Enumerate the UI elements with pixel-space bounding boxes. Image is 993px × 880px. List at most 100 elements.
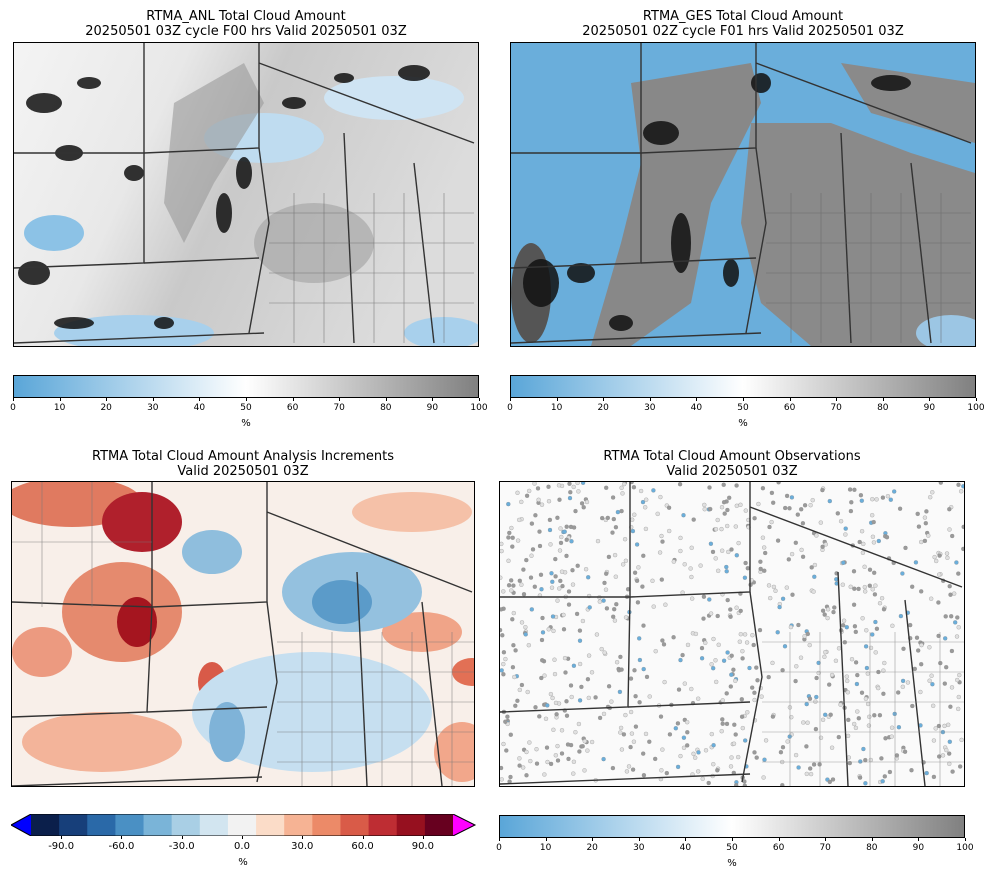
obs-station-dot — [740, 656, 745, 661]
obs-station-dot — [789, 495, 795, 500]
obs-station-dot — [655, 511, 660, 517]
obs-station-dot — [812, 562, 818, 568]
obs-station-dot — [956, 571, 961, 576]
inc-colorbar-unit: % — [238, 857, 248, 868]
obs-station-dot — [699, 656, 705, 661]
obs-station-dot — [609, 699, 614, 704]
obs-station-dot — [689, 545, 694, 550]
inc-colorbar-tick-mark — [61, 836, 63, 839]
obs-station-dot — [503, 719, 508, 724]
obs-station-dot — [768, 595, 773, 601]
obs-station-dot — [661, 642, 667, 647]
obs-station-dot — [853, 629, 858, 635]
obs-station-dot — [740, 725, 745, 731]
obs-station-dot — [931, 738, 937, 743]
obs-colorbar-tick-mark — [732, 838, 733, 841]
obs-station-dot — [644, 497, 649, 502]
obs-station-dot — [671, 559, 676, 564]
obs-station-dot — [577, 661, 583, 667]
obs-station-dot — [676, 687, 682, 692]
obs-station-dot — [784, 493, 790, 499]
obs-station-dot — [868, 757, 873, 763]
obs-station-dot — [726, 549, 731, 555]
anl-colorbar-tick-mark — [246, 398, 247, 401]
anl-colorbar-tick-mark — [292, 398, 294, 401]
obs-station-dot — [581, 505, 586, 510]
obs-station-dot — [884, 535, 890, 540]
obs-station-dot — [852, 586, 857, 591]
anl-colorbar-tick-label: 90 — [426, 403, 439, 413]
obs-station-dot — [796, 765, 801, 770]
obs-colorbar-tick-mark — [545, 838, 547, 841]
obs-station-dot — [604, 485, 609, 490]
ges-title-line1: RTMA_GES Total Cloud Amount — [642, 9, 844, 24]
obs-station-dot — [532, 584, 537, 589]
obs-station-dot — [926, 533, 931, 538]
obs-station-dot — [628, 709, 634, 715]
obs-station-dot — [709, 662, 714, 667]
anl-colorbar-tick-label: 10 — [53, 403, 66, 413]
obs-colorbar-tick-mark — [965, 838, 966, 841]
obs-station-dot — [557, 548, 563, 553]
obs-station-dot — [894, 753, 900, 758]
obs-station-dot — [573, 730, 578, 735]
obs-station-dot — [659, 768, 664, 773]
ges-colorbar-tick-mark — [976, 398, 977, 401]
obs-station-dot — [612, 607, 617, 612]
obs-station-dot — [715, 768, 720, 773]
obs-station-dot — [680, 590, 685, 595]
obs-station-dot — [859, 529, 865, 534]
obs-station-dot — [571, 759, 577, 764]
obs-station-dot — [783, 505, 788, 511]
anl-colorbar-tick-label: 0 — [10, 403, 16, 413]
obs-station-dot — [701, 594, 707, 599]
obs-station-dot — [703, 640, 708, 645]
inc-colorbar-tick-label: -60.0 — [108, 841, 135, 852]
obs-station-dot — [794, 664, 799, 669]
obs-station-dot — [802, 503, 808, 508]
anl-colorbar-tick-mark — [339, 398, 341, 401]
anl-colorbar-tick-label: 30 — [147, 403, 159, 413]
obs-station-dot — [861, 541, 866, 547]
obs-station-dot — [944, 665, 949, 670]
obs-station-dot — [873, 619, 878, 625]
obs-station-dot — [849, 500, 854, 505]
obs-station-dot — [620, 491, 625, 496]
obs-station-dot — [725, 597, 730, 603]
obs-station-dot — [851, 602, 857, 607]
obs-station-dot — [657, 550, 663, 555]
obs-station-dot — [930, 490, 935, 495]
obs-station-dot — [720, 698, 725, 703]
ges-colorbar-tick-label: 100 — [967, 403, 985, 413]
obs-colorbar-tick-label: 20 — [586, 843, 598, 853]
obs-station-dot — [787, 506, 792, 511]
obs-station-dot — [689, 574, 694, 580]
obs-station-dot — [626, 764, 632, 769]
obs-colorbar-tick-mark — [685, 838, 687, 841]
obs-station-dot — [641, 773, 647, 778]
obs-station-dot — [752, 516, 757, 521]
obs-station-dot — [506, 535, 511, 540]
obs-station-dot — [804, 771, 809, 777]
obs-station-dot — [958, 764, 963, 769]
obs-station-dot — [550, 614, 556, 619]
obs-station-dot — [944, 747, 949, 753]
obs-station-dot — [710, 549, 716, 555]
obs-station-dot — [731, 667, 736, 672]
obs-station-dot — [840, 582, 845, 587]
obs-station-dot — [742, 783, 747, 786]
inc-colorbar-band — [284, 814, 313, 836]
obs-station-dot — [739, 714, 745, 719]
obs-station-dot — [539, 675, 544, 681]
obs-station-dot — [546, 499, 552, 504]
obs-station-dot — [708, 541, 714, 546]
obs-station-dot — [947, 584, 952, 589]
obs-station-dot — [623, 615, 629, 620]
obs-station-dot — [845, 733, 851, 739]
obs-station-dot — [864, 665, 870, 671]
obs-station-dot — [538, 572, 544, 577]
anl-colorbar-tick-mark — [106, 398, 108, 401]
obs-station-dot — [711, 743, 716, 748]
obs-station-dot — [853, 660, 859, 665]
obs-station-dot — [631, 485, 637, 490]
